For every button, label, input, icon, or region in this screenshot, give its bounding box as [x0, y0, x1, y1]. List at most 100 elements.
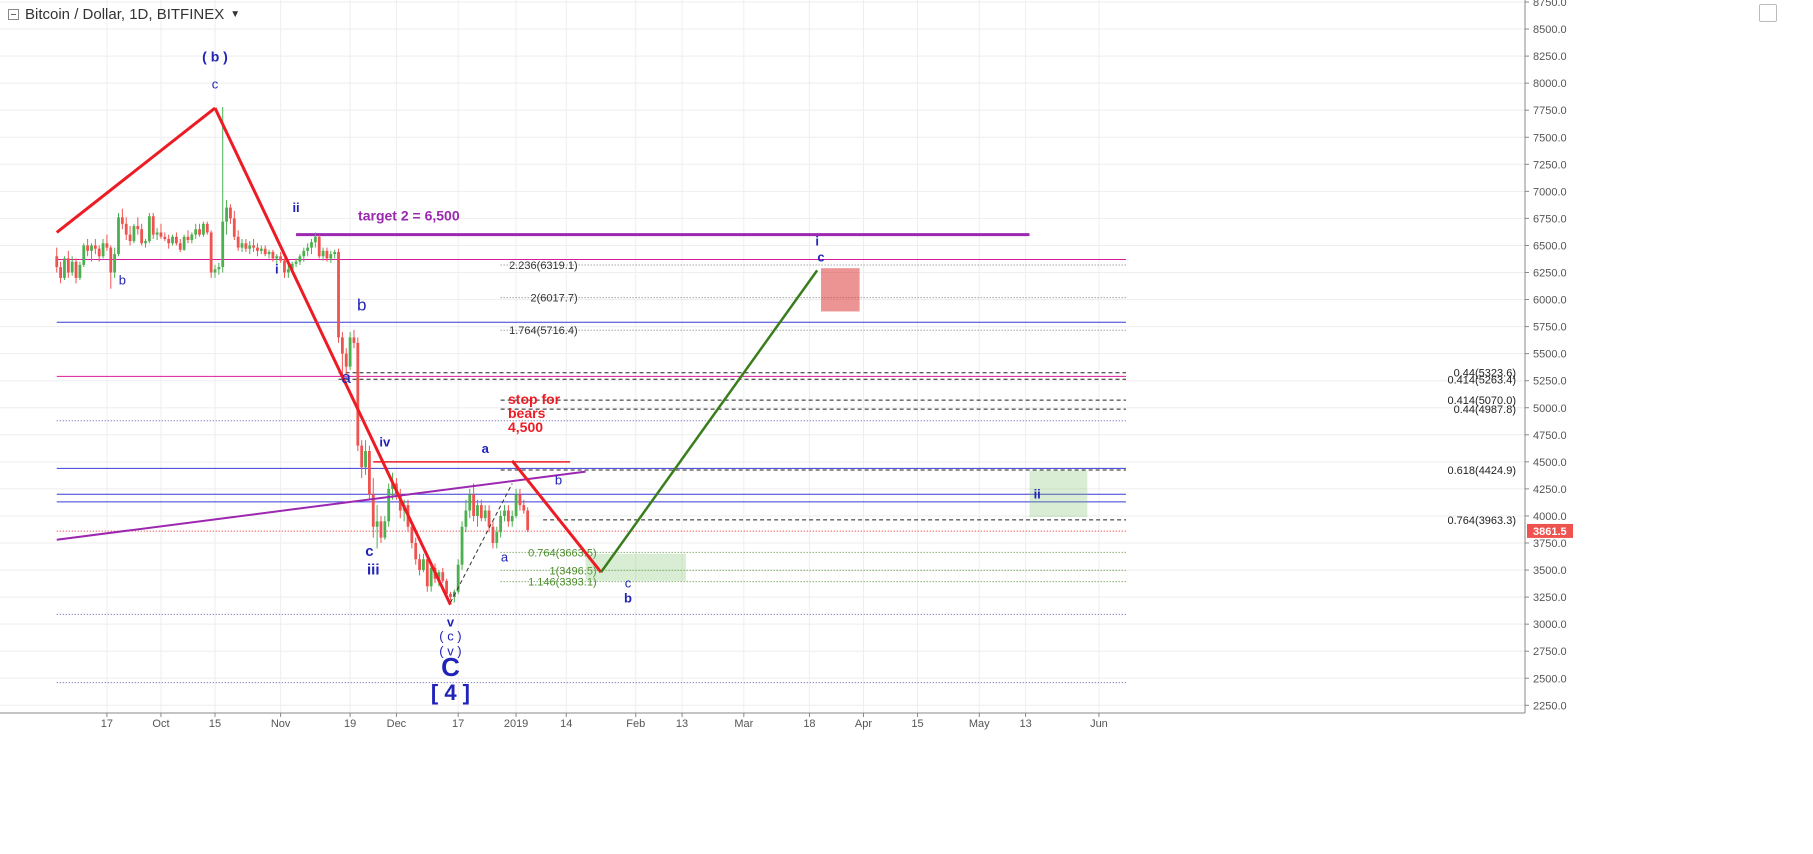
candle-body [194, 229, 198, 235]
candle-body [495, 532, 499, 543]
level-label: 1(3496.5) [550, 565, 597, 577]
candle-body [375, 521, 379, 527]
symbol-title-bar[interactable]: Bitcoin / Dollar, 1D, BITFINEX ▼ [8, 6, 240, 23]
wave-label: ( v ) [439, 644, 461, 659]
candle-body [329, 254, 333, 259]
level-label: 0.764(3663.5) [528, 547, 597, 559]
candle-body [271, 251, 275, 259]
candle-body [151, 216, 155, 235]
candle-body [310, 242, 313, 248]
candle-body [526, 510, 530, 531]
candle-body [456, 564, 460, 592]
candle-body [356, 342, 360, 446]
wave-label: a [501, 549, 509, 564]
wave-label: c [212, 77, 219, 92]
candle-body [445, 580, 448, 594]
wave-label: c [625, 575, 632, 590]
level-label: 0.44(4987.8) [1454, 404, 1516, 416]
fib-base-line [450, 483, 513, 603]
candle-body [86, 245, 90, 251]
candle-body [221, 221, 225, 268]
x-tick-label: 14 [560, 718, 572, 730]
candle-body [306, 247, 310, 251]
candle-body [491, 526, 495, 543]
candle-body [225, 207, 228, 222]
x-tick-label: Nov [271, 718, 291, 730]
candle-body [337, 251, 340, 338]
wave-label: b [555, 473, 562, 488]
candle-body [167, 238, 171, 244]
y-tick-label: 8500.0 [1533, 24, 1567, 36]
candle-body [360, 445, 364, 468]
candle-body [113, 254, 117, 273]
wave-label: b [119, 272, 126, 287]
trend-line [55, 106, 216, 234]
y-tick-label: 8250.0 [1533, 51, 1567, 63]
candle-body [97, 248, 101, 257]
wave-label: c [817, 250, 824, 265]
y-tick-label: 2500.0 [1533, 673, 1567, 685]
price-axis-bg [1525, 0, 1813, 849]
candle-body [522, 505, 526, 511]
candle-body [476, 505, 479, 516]
x-tick-label: 15 [911, 718, 923, 730]
candle-body [147, 216, 151, 242]
candle-body [510, 515, 514, 522]
candle-body [449, 593, 452, 598]
candle-body [344, 353, 348, 367]
zone-green [585, 553, 686, 581]
candle-body [398, 494, 402, 511]
level-label: 2.236(6319.1) [509, 260, 578, 272]
y-tick-label: 4500.0 [1533, 457, 1567, 469]
candle-body [240, 243, 244, 248]
candle-body [101, 243, 105, 257]
chevron-down-icon[interactable]: ▼ [230, 9, 241, 20]
y-tick-label: 4750.0 [1533, 430, 1567, 442]
candle-body [213, 269, 217, 273]
y-tick-label: 3500.0 [1533, 565, 1567, 577]
wave-label: i [815, 233, 819, 248]
wave-label: b [357, 295, 366, 314]
candle-body [252, 245, 255, 248]
candle-body [391, 483, 394, 489]
x-tick-label: 15 [209, 718, 221, 730]
candle-body [429, 567, 433, 587]
level-label: 0.764(3963.3) [1448, 515, 1517, 527]
y-tick-label: 6250.0 [1533, 268, 1567, 280]
last-price-badge [1527, 523, 1573, 538]
candle-body [217, 267, 221, 270]
candle-body [171, 236, 174, 244]
candle-body [144, 241, 147, 244]
y-tick-label: 7000.0 [1533, 186, 1567, 198]
symbol-title[interactable]: Bitcoin / Dollar, 1D, BITFINEX [25, 6, 225, 23]
candle-body [294, 261, 298, 264]
wave-label: v [447, 614, 455, 629]
candle-body [368, 451, 371, 495]
y-tick-label: 8750.0 [1533, 0, 1567, 9]
candle-body [128, 234, 132, 242]
candle-body [244, 243, 248, 249]
candle-body [63, 258, 66, 278]
level-label: 0.414(5070.0) [1448, 395, 1517, 407]
level-label: 1.764(5716.4) [509, 325, 578, 337]
candle-body [124, 223, 128, 235]
wave-label: ii [292, 200, 299, 215]
candle-body [229, 207, 232, 219]
x-tick-label: 2019 [504, 718, 528, 730]
candle-body [503, 510, 506, 516]
scale-settings-box[interactable] [1759, 4, 1777, 22]
candle-body [175, 236, 178, 244]
last-price-label: 3861.5 [1533, 526, 1567, 538]
candle-body [275, 256, 279, 259]
candle-body [464, 510, 468, 527]
candle-body [479, 505, 483, 519]
stop-note-line: bears [508, 405, 546, 421]
candle-body [190, 234, 194, 241]
collapse-icon[interactable] [8, 9, 19, 20]
candle-body [298, 256, 302, 262]
candle-body [487, 510, 491, 527]
candle-body [437, 572, 441, 579]
candle-body [410, 526, 414, 543]
